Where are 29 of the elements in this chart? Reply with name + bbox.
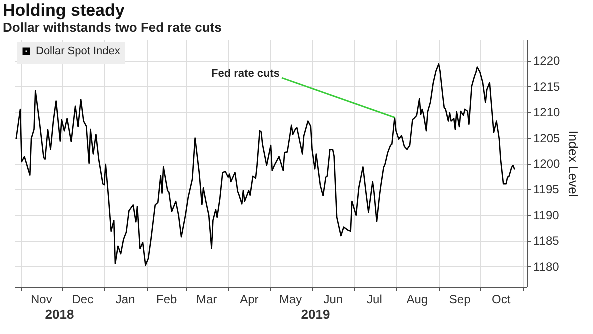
y-axis-title: Index Level xyxy=(566,130,582,198)
chart-subtitle: Dollar withstands two Fed rate cuts xyxy=(3,20,222,35)
x-tick-label: Nov xyxy=(30,292,52,306)
y-tick-label: 1190 xyxy=(534,208,560,222)
y-tick-label: 1220 xyxy=(534,54,561,68)
x-tick-label: Aug xyxy=(406,292,428,306)
x-tick-label: May xyxy=(279,292,302,306)
x-tick-label: Jun xyxy=(324,292,344,306)
y-tick-label: 1195 xyxy=(534,182,560,197)
y-tick-label: 1185 xyxy=(534,234,560,248)
y-tick-label: 1215 xyxy=(534,80,561,94)
x-tick-label: Jan xyxy=(116,292,136,306)
text: 2018 xyxy=(45,307,74,322)
x-tick-label: Dec xyxy=(72,292,94,306)
x-tick-label: Apr xyxy=(240,292,259,306)
y-tick-label: 1210 xyxy=(534,106,561,120)
x-tick-label: Jul xyxy=(367,292,382,306)
x-tick-label: Oct xyxy=(492,292,512,306)
text: 2019 xyxy=(301,307,330,322)
x-tick-label: Sep xyxy=(449,292,472,306)
y-tick-label: 1200 xyxy=(534,157,561,171)
annotation: Fed rate cuts xyxy=(212,68,280,80)
y-tick-label: 1180 xyxy=(534,260,560,274)
x-tick-label: Mar xyxy=(196,292,218,306)
x-tick-label: Feb xyxy=(156,292,178,306)
legend-label: Dollar Spot Index xyxy=(36,46,121,58)
chart-title: Holding steady xyxy=(3,1,126,20)
y-tick-label: 1205 xyxy=(534,131,561,146)
line-series xyxy=(16,64,516,266)
